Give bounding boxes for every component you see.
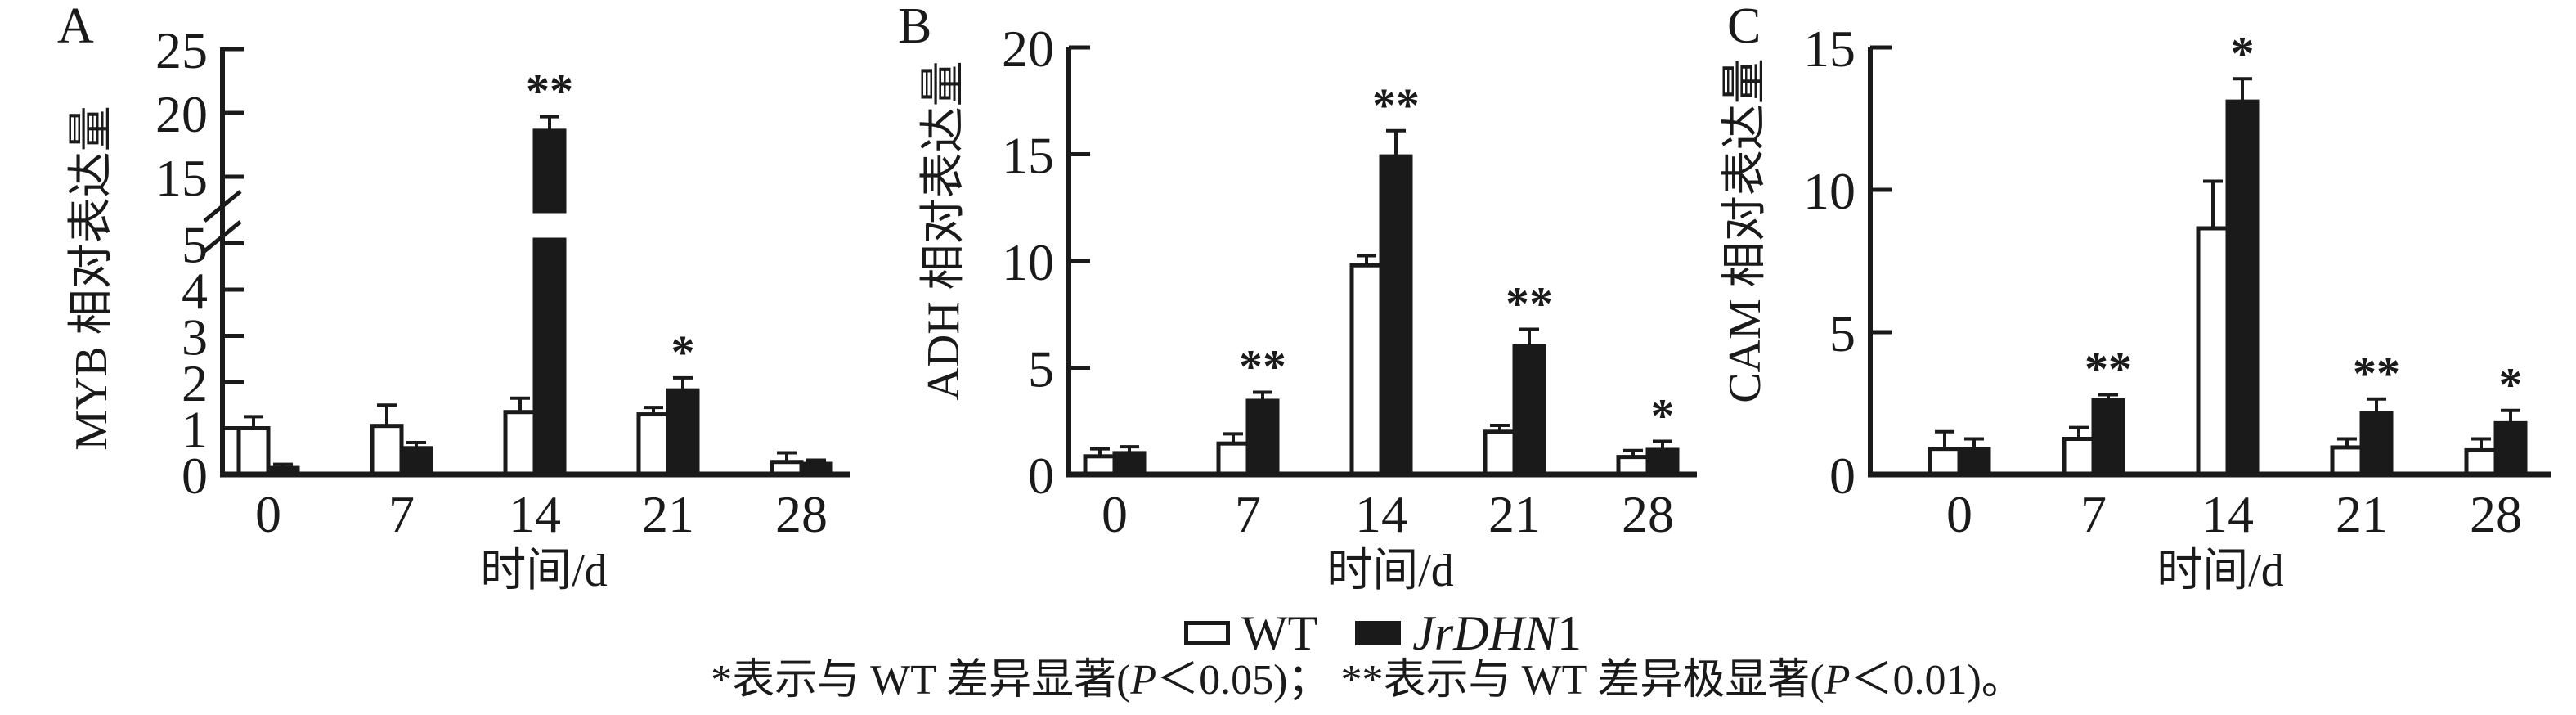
panel-letter-A: A bbox=[57, 0, 94, 54]
footnote-part: P bbox=[1824, 657, 1851, 704]
significance-mark: ** bbox=[2085, 343, 2132, 396]
bar-wt-21 bbox=[2330, 445, 2364, 477]
y-tick-label: 20 bbox=[1002, 20, 1054, 78]
significance-mark: * bbox=[2231, 26, 2255, 79]
y-tick-label: 10 bbox=[1002, 233, 1054, 291]
bar-jrdhn1-14-lower bbox=[532, 237, 567, 477]
bar-jrdhn1-28 bbox=[2493, 420, 2528, 477]
bar-wt-0 bbox=[1928, 447, 1962, 477]
bar-wt-21 bbox=[636, 412, 671, 477]
bar-jrdhn1-7 bbox=[2091, 398, 2125, 477]
panel-letter-C: C bbox=[1727, 0, 1761, 54]
legend: WT JrDHN1 bbox=[1184, 609, 1582, 658]
bar-jrdhn1-14 bbox=[2225, 99, 2260, 477]
x-tick-label: 0 bbox=[1102, 485, 1128, 543]
x-tick-label: 21 bbox=[642, 485, 694, 543]
panel-letter-B: B bbox=[898, 0, 931, 54]
bar-wt-28 bbox=[2464, 447, 2498, 477]
bar-jrdhn1-7 bbox=[1245, 398, 1280, 477]
significance-mark: * bbox=[2499, 358, 2523, 411]
axis-break-slash bbox=[203, 190, 242, 223]
bar-wt-21 bbox=[1483, 429, 1517, 477]
axis-break-slash bbox=[203, 220, 242, 253]
bar-wt-14 bbox=[503, 410, 537, 477]
bar-wt-0 bbox=[236, 426, 271, 477]
y-tick-label: 0 bbox=[182, 447, 208, 505]
bar-jrdhn1-21 bbox=[2359, 411, 2394, 477]
legend-swatch-1 bbox=[1355, 621, 1402, 645]
y-tick-label: 15 bbox=[1002, 127, 1054, 185]
bar-wt-7 bbox=[1216, 441, 1250, 477]
x-tick-label: 28 bbox=[1622, 485, 1674, 543]
legend-label-part: WT bbox=[1241, 606, 1318, 660]
x-axis-title: 时间/d bbox=[1326, 546, 1454, 596]
y-axis-title: CAM 相对表达量 bbox=[1720, 58, 1770, 403]
y-tick-label: 3 bbox=[182, 308, 208, 366]
significance-mark: * bbox=[671, 326, 695, 379]
legend-label-1: JrDHN1 bbox=[1412, 609, 1582, 658]
bar-jrdhn1-21 bbox=[666, 388, 700, 477]
x-tick-label: 14 bbox=[2201, 485, 2254, 543]
y-tick-label: 4 bbox=[182, 262, 208, 320]
bar-jrdhn1-0 bbox=[1112, 451, 1147, 477]
x-tick-label: 14 bbox=[509, 485, 561, 543]
legend-label-part: JrDHN bbox=[1412, 606, 1557, 660]
bar-jrdhn1-0 bbox=[1957, 447, 1991, 477]
y-tick-label: 15 bbox=[155, 149, 208, 207]
bar-wt-14 bbox=[1349, 263, 1384, 477]
y-tick-label: 20 bbox=[155, 85, 208, 143]
significance-mark: ** bbox=[1239, 340, 1286, 393]
y-axis-title: ADH 相对表达量 bbox=[918, 61, 969, 400]
x-tick-label: 7 bbox=[1235, 485, 1261, 543]
y-tick-label: 5 bbox=[1028, 340, 1054, 398]
bar-jrdhn1-7 bbox=[399, 446, 433, 477]
y-tick-label: 10 bbox=[1803, 162, 1856, 220]
footnote-part: ＜0.01)。 bbox=[1850, 657, 2024, 704]
legend-label-0: WT bbox=[1241, 609, 1317, 658]
y-tick-label: 0 bbox=[1829, 447, 1856, 505]
significance-mark: ** bbox=[1506, 277, 1553, 331]
y-tick-label: 5 bbox=[1829, 304, 1856, 362]
footnote-part: *表示与 WT 差异显著( bbox=[711, 657, 1131, 704]
x-tick-label: 21 bbox=[1488, 485, 1541, 543]
bar-jrdhn1-21 bbox=[1512, 344, 1546, 477]
legend-label-part: 1 bbox=[1556, 606, 1582, 660]
bar-wt-14 bbox=[2196, 226, 2230, 477]
legend-swatch-0 bbox=[1184, 621, 1230, 645]
bar-jrdhn1-14-upper bbox=[532, 128, 567, 214]
x-tick-label: 14 bbox=[1355, 485, 1407, 543]
bar-jrdhn1-14 bbox=[1379, 154, 1413, 477]
bar-wt-7 bbox=[2062, 437, 2096, 477]
x-axis-title: 时间/d bbox=[480, 546, 608, 596]
bar-wt-7 bbox=[370, 424, 404, 477]
footnote-part: ＜0.05)； **表示与 WT 差异极显著( bbox=[1156, 657, 1824, 704]
y-tick-label: 15 bbox=[1803, 20, 1856, 78]
significance-mark: * bbox=[1651, 389, 1675, 443]
panel-C: C 0 5 10 15 0 ** 7 * 14 ** 21 * 28 时间/d CAM 相对表达量 bbox=[1720, 0, 2551, 596]
y-axis-title: MYB 相对表达量 bbox=[66, 106, 117, 451]
x-tick-label: 21 bbox=[2336, 485, 2388, 543]
y-tick-label: 1 bbox=[182, 401, 208, 459]
significance-mark: ** bbox=[2353, 347, 2400, 400]
x-tick-label: 7 bbox=[2080, 485, 2107, 543]
x-tick-label: 28 bbox=[2470, 485, 2522, 543]
x-tick-label: 0 bbox=[255, 485, 281, 543]
footnote: *表示与 WT 差异显著(P＜0.05)； **表示与 WT 差异极显著(P＜0… bbox=[711, 656, 2024, 705]
x-axis-title: 时间/d bbox=[2156, 546, 2284, 596]
y-tick-label: 25 bbox=[155, 21, 208, 79]
significance-mark: ** bbox=[526, 65, 573, 118]
x-tick-label: 28 bbox=[775, 485, 828, 543]
x-tick-label: 0 bbox=[1946, 485, 1972, 543]
significance-mark: ** bbox=[1372, 79, 1420, 132]
panel-B: B 0 5 10 15 20 0 ** 7 ** 14 ** 21 * 28 时间/d ADH 相对表达量 bbox=[898, 0, 1697, 596]
x-tick-label: 7 bbox=[388, 485, 415, 543]
y-tick-label: 5 bbox=[182, 216, 208, 274]
bar-jrdhn1-28 bbox=[1645, 447, 1680, 477]
y-tick-label: 0 bbox=[1028, 447, 1054, 505]
y-tick-label: 2 bbox=[182, 354, 208, 412]
footnote-part: P bbox=[1130, 657, 1157, 704]
